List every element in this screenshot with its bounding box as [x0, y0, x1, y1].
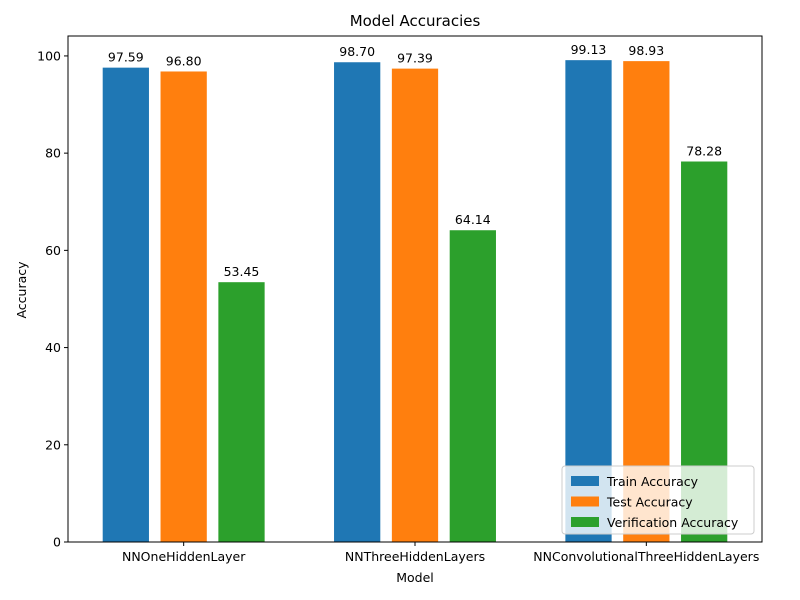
data-label: 99.13 [571, 42, 607, 57]
x-tick-label: NNConvolutionalThreeHiddenLayers [533, 549, 759, 564]
x-axis: NNOneHiddenLayer NNThreeHiddenLayers NNCon… [122, 542, 759, 564]
y-tick-label: 0 [53, 535, 61, 550]
bar [160, 71, 207, 543]
data-label: 97.59 [108, 50, 144, 65]
bar [218, 282, 265, 542]
plot-area: 97.59 96.80 53.45 98.70 97.39 64.14 99.13 98.93… [102, 42, 728, 543]
data-label: 98.70 [339, 44, 375, 59]
legend-entry: Test Accuracy [606, 495, 693, 510]
bar [449, 230, 496, 542]
y-axis: 0 20 40 60 80 100 [37, 48, 68, 550]
bar [102, 67, 149, 543]
legend-box [561, 465, 755, 535]
legend-swatch [571, 496, 599, 507]
data-label: 96.80 [166, 53, 202, 68]
legend-swatch [571, 517, 599, 527]
y-axis-label: Accuracy [14, 261, 29, 319]
y-tick-label: 20 [45, 437, 61, 452]
y-tick-label: 80 [45, 146, 61, 161]
chart-title: Model Accuracies [350, 12, 481, 30]
data-label: 53.45 [224, 264, 260, 279]
bar [334, 62, 381, 543]
data-label: 78.28 [686, 144, 722, 159]
x-tick-label: NNOneHiddenLayer [122, 549, 246, 564]
y-tick-label: 40 [45, 340, 61, 355]
data-label: 97.39 [397, 51, 433, 66]
bar [391, 68, 439, 543]
legend-entry: Train Accuracy [606, 474, 699, 489]
legend-swatch [571, 476, 599, 486]
x-tick-label: NNThreeHiddenLayers [345, 549, 485, 564]
x-axis-label: Model [396, 570, 434, 585]
bar [565, 60, 612, 542]
data-label: 98.93 [628, 43, 664, 58]
y-tick-label: 60 [45, 243, 61, 258]
legend: Train Accuracy Test Accuracy Verification … [561, 465, 755, 535]
bar [623, 61, 670, 542]
data-label: 64.14 [455, 212, 491, 227]
y-tick-label: 100 [37, 48, 61, 63]
legend-entry: Verification Accuracy [607, 515, 739, 530]
